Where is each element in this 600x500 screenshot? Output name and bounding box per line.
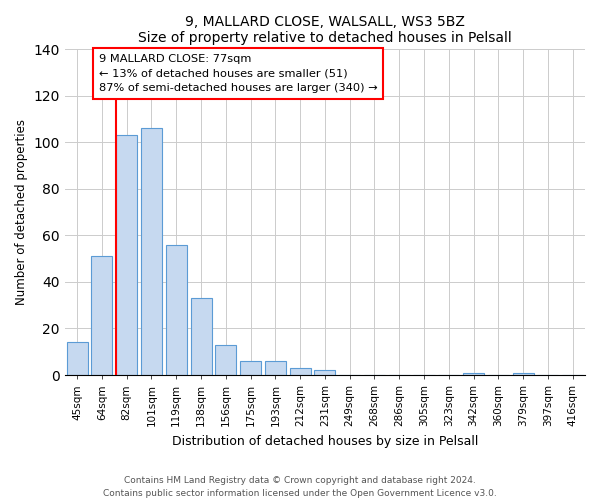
Bar: [512, 372, 533, 375]
Bar: [67, 342, 88, 375]
Bar: [290, 368, 311, 375]
Bar: [191, 298, 212, 375]
Bar: [116, 136, 137, 375]
X-axis label: Distribution of detached houses by size in Pelsall: Distribution of detached houses by size …: [172, 434, 478, 448]
Bar: [215, 345, 236, 375]
Bar: [166, 244, 187, 375]
Y-axis label: Number of detached properties: Number of detached properties: [15, 119, 28, 305]
Title: 9, MALLARD CLOSE, WALSALL, WS3 5BZ
Size of property relative to detached houses : 9, MALLARD CLOSE, WALSALL, WS3 5BZ Size …: [138, 15, 512, 45]
Text: 9 MALLARD CLOSE: 77sqm
← 13% of detached houses are smaller (51)
87% of semi-det: 9 MALLARD CLOSE: 77sqm ← 13% of detached…: [98, 54, 377, 93]
Bar: [463, 372, 484, 375]
Bar: [240, 361, 261, 375]
Bar: [265, 361, 286, 375]
Text: Contains HM Land Registry data © Crown copyright and database right 2024.
Contai: Contains HM Land Registry data © Crown c…: [103, 476, 497, 498]
Bar: [141, 128, 162, 375]
Bar: [314, 370, 335, 375]
Bar: [91, 256, 112, 375]
